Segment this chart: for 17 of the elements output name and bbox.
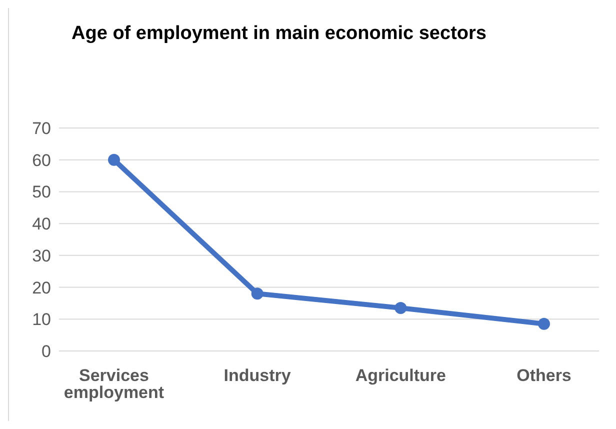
y-tick-label: 50 (32, 182, 51, 202)
y-tick-label: 0 (42, 342, 51, 362)
y-tick-label: 10 (32, 310, 51, 330)
y-tick-label: 30 (32, 246, 51, 266)
point (108, 154, 120, 166)
point (394, 302, 407, 314)
point (538, 318, 550, 330)
y-tick-label: 60 (32, 150, 51, 170)
chart-title: Age of employment in main economic sectors (70, 22, 488, 46)
y-tick-label: 20 (32, 278, 51, 298)
x-tick-label: Industry (224, 366, 292, 386)
x-tick-label: Services employment (64, 366, 164, 402)
y-tick-label: 70 (32, 119, 51, 138)
y-tick-label: 40 (32, 214, 51, 234)
point (251, 288, 264, 300)
x-tick-label: Others (516, 366, 572, 386)
x-tick-label: Agriculture (355, 366, 446, 386)
